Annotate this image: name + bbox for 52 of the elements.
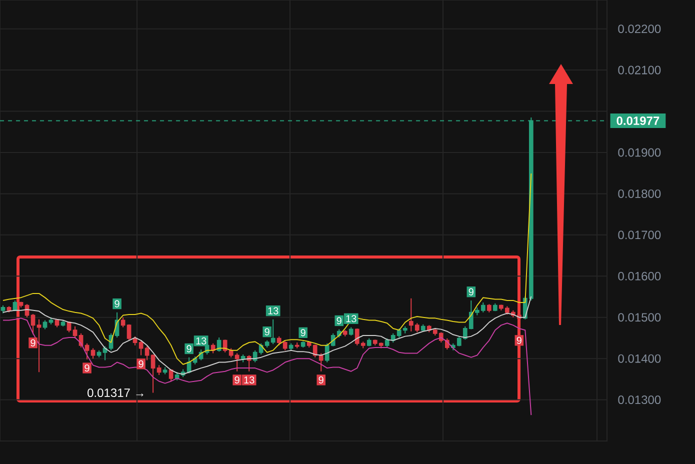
candlestick: [18, 301, 24, 308]
y-tick-label: 0.02100: [618, 66, 661, 74]
candlestick: [300, 340, 306, 348]
text: 13: [244, 376, 254, 384]
y-tick-label: 0.01700: [618, 230, 661, 240]
text: 9: [84, 364, 90, 372]
candlestick: [156, 364, 162, 376]
y-tick-label: 0.01600: [618, 272, 661, 280]
candlestick: [96, 350, 102, 358]
text: 9: [30, 339, 36, 346]
text: 9: [234, 376, 240, 384]
candlestick: [486, 304, 492, 313]
candlestick: [120, 316, 126, 328]
y-tick-label: 0.02200: [618, 24, 661, 34]
candlestick: [138, 340, 144, 356]
text: 9: [114, 300, 120, 308]
text: 13: [196, 337, 206, 344]
text: 9: [318, 376, 324, 384]
annotation: 0.01317 →: [88, 388, 144, 398]
text: 9: [336, 317, 342, 324]
y-tick-label: 0.01900: [618, 148, 661, 157]
candlestick: [90, 348, 96, 360]
candlestick: [162, 366, 168, 375]
candlestick: [492, 302, 498, 312]
candlestick: [366, 338, 372, 347]
candlestick: [282, 340, 288, 351]
y-tick-label: 0.01500: [618, 313, 661, 322]
y-tick-label: 0.01300: [618, 396, 661, 404]
text: 9: [186, 345, 192, 352]
candlestick: [102, 346, 108, 361]
text: 9: [138, 360, 144, 368]
candlestick: [288, 342, 294, 351]
candlestick: [276, 336, 282, 346]
text: 13: [268, 307, 278, 314]
candlestick: [0, 304, 6, 314]
ref-line-label: 0.01977: [616, 116, 660, 126]
candlestick: [48, 316, 54, 325]
y-tick-label: 0.01400: [618, 354, 661, 363]
text: 13: [346, 315, 356, 322]
candlestick: [84, 342, 90, 360]
text: 9: [264, 328, 270, 336]
candlestick: [72, 326, 78, 339]
candlestick: [294, 342, 300, 349]
candlestick: [240, 354, 246, 363]
text: 9: [468, 288, 474, 296]
candlestick: [342, 330, 348, 337]
y-tick-label: 0.01800: [618, 189, 661, 198]
text: 9: [516, 336, 522, 344]
candlestick: [348, 326, 354, 336]
candlestick: [420, 324, 426, 332]
text: 9: [300, 329, 306, 336]
candlestick: [150, 354, 156, 394]
